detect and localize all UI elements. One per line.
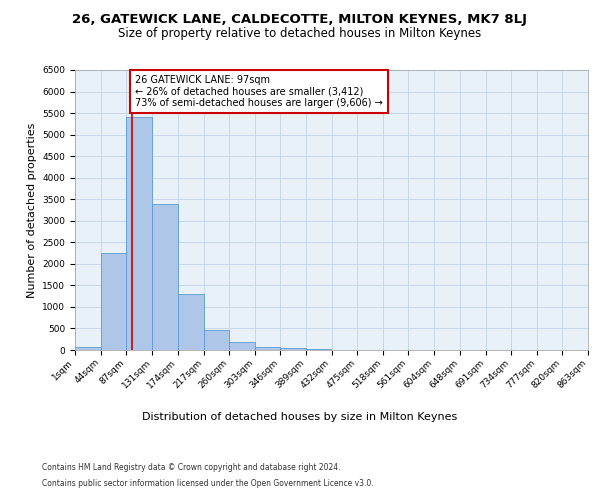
Y-axis label: Number of detached properties: Number of detached properties [27, 122, 37, 298]
Bar [306, 349, 331, 350]
Bar [152, 204, 178, 350]
Bar [255, 347, 280, 350]
Text: Distribution of detached houses by size in Milton Keynes: Distribution of detached houses by size … [142, 412, 458, 422]
Bar [203, 330, 229, 350]
Bar [229, 342, 255, 350]
Text: 26, GATEWICK LANE, CALDECOTTE, MILTON KEYNES, MK7 8LJ: 26, GATEWICK LANE, CALDECOTTE, MILTON KE… [73, 12, 527, 26]
Text: 26 GATEWICK LANE: 97sqm
← 26% of detached houses are smaller (3,412)
73% of semi: 26 GATEWICK LANE: 97sqm ← 26% of detache… [135, 75, 383, 108]
Bar [178, 294, 203, 350]
Text: Contains HM Land Registry data © Crown copyright and database right 2024.: Contains HM Land Registry data © Crown c… [42, 464, 341, 472]
Bar [280, 348, 306, 350]
Text: Contains public sector information licensed under the Open Government Licence v3: Contains public sector information licen… [42, 478, 374, 488]
Bar [75, 347, 101, 350]
Bar [126, 118, 152, 350]
Text: Size of property relative to detached houses in Milton Keynes: Size of property relative to detached ho… [118, 28, 482, 40]
Bar [101, 253, 126, 350]
